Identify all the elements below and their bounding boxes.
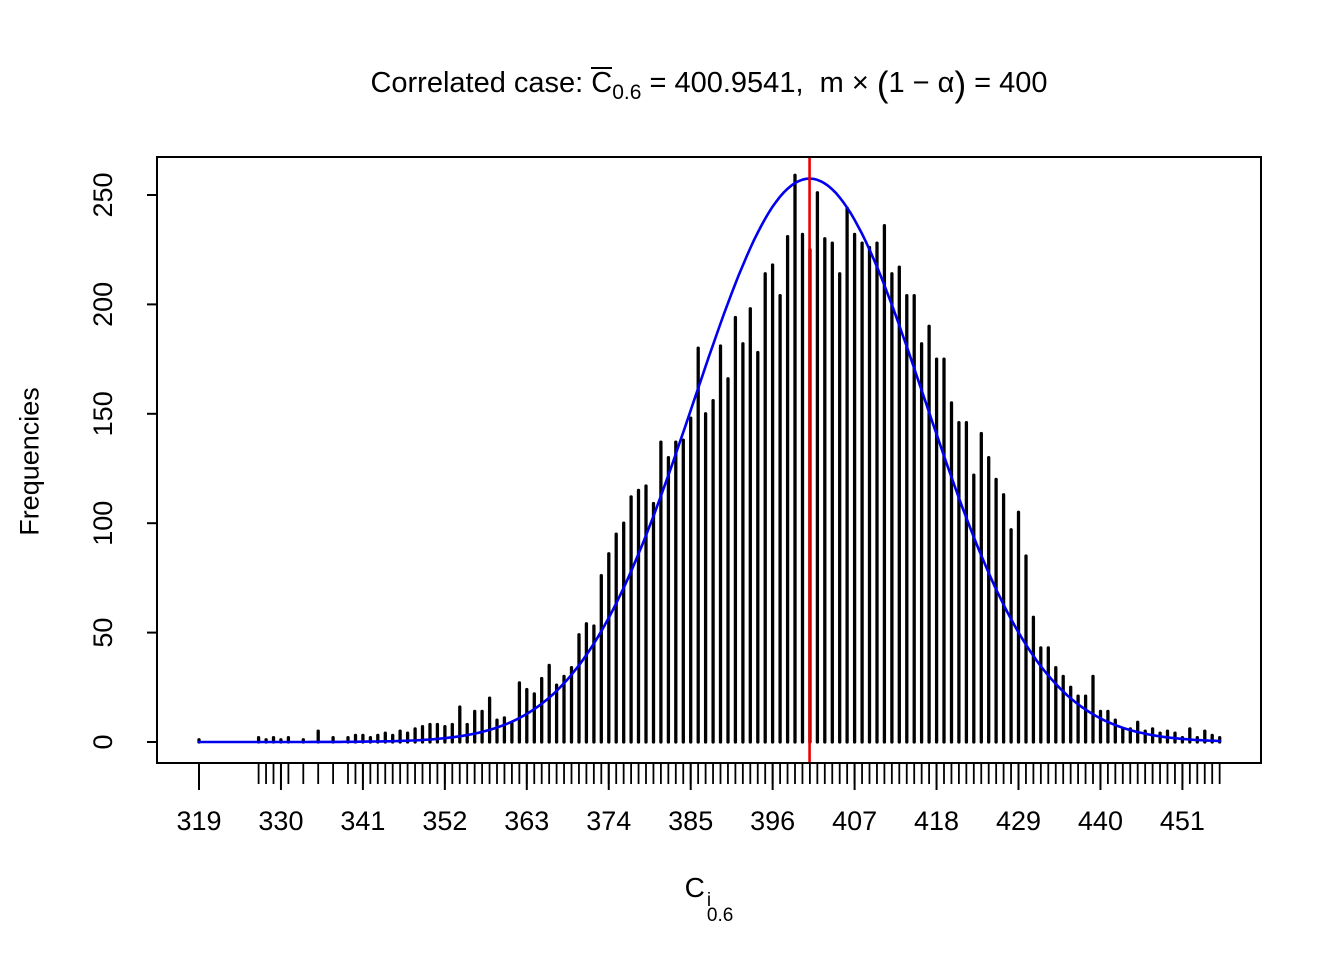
- plot-frame: [156, 156, 1262, 764]
- x-axis-tick-label: 363: [504, 806, 549, 836]
- x-label-base: C: [684, 872, 705, 903]
- histogram-spikes: [197, 173, 1222, 744]
- x-axis-tick-label: 418: [914, 806, 959, 836]
- title-part: = 400.9541, m ×: [641, 67, 877, 99]
- plot-title: Correlated case: C0.6 = 400.9541, m × (1…: [74, 64, 1344, 106]
- x-axis-tick-label: 396: [750, 806, 795, 836]
- y-axis-tick-label: 50: [88, 618, 118, 648]
- title-part: (: [876, 65, 889, 104]
- y-axis-tick-label: 250: [88, 172, 118, 217]
- y-axis-tick-label: 100: [88, 501, 118, 546]
- y-axis-tick-label: 150: [88, 391, 118, 436]
- x-axis-tick-label: 440: [1078, 806, 1123, 836]
- x-label-subscript: 0.6: [706, 905, 734, 926]
- x-axis-tick-label: 330: [258, 806, 303, 836]
- x-axis-tick-label: 385: [668, 806, 713, 836]
- y-axis-title: Frequencies: [14, 387, 45, 536]
- title-part: 1 − α: [888, 67, 955, 99]
- y-axis-tick-label: 0: [88, 734, 118, 749]
- x-axis-tick-label: 374: [586, 806, 631, 836]
- x-label-superscript: i: [706, 890, 712, 911]
- y-axis-tick-label: 200: [88, 282, 118, 327]
- title-part: 0.6: [612, 81, 642, 104]
- x-label-scripts: i 0.6: [706, 890, 734, 926]
- x-axis-tick-label: 319: [176, 806, 221, 836]
- normal-curve: [197, 177, 1221, 744]
- title-part: = 400: [966, 67, 1048, 99]
- title-part: C: [591, 67, 613, 99]
- x-axis-tick-label: 341: [340, 806, 385, 836]
- x-axis-tick-label: 451: [1160, 806, 1205, 836]
- x-axis-tick-label: 352: [422, 806, 467, 836]
- x-axis-tick-label: 429: [996, 806, 1041, 836]
- title-part: ): [954, 65, 967, 104]
- title-part: Correlated case:: [370, 67, 592, 99]
- x-axis-tick-label: 407: [832, 806, 877, 836]
